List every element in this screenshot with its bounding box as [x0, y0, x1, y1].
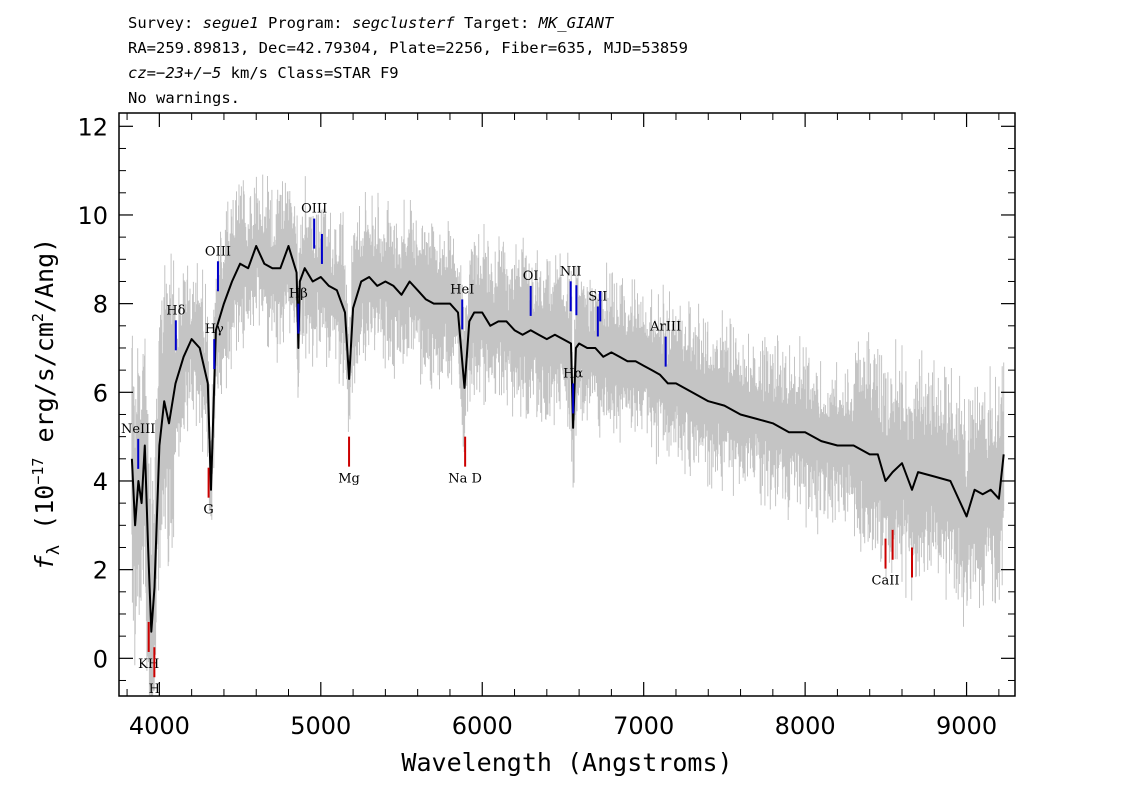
y-tick-label: 0: [93, 645, 108, 673]
absorption-line-label: Na D: [448, 472, 482, 487]
emission-line-label: Hγ: [205, 322, 224, 337]
emission-line-label: HeI: [450, 282, 474, 297]
header-line-2: RA=259.89813, Dec=42.79304, Plate=2256, …: [128, 39, 688, 57]
header-line-1: Survey: segue1 Program: segclusterf Targ…: [128, 14, 614, 32]
absorption-line-label: H: [149, 682, 160, 697]
header-line-4: No warnings.: [128, 89, 240, 107]
axis-ticks: 4000 5000 6000 7000 8000 9000 0 2 4 6 8 10 12: [77, 113, 1015, 740]
x-axis-label: Wavelength (Angstroms): [401, 748, 732, 777]
absorption-line-label: Mg: [338, 472, 360, 487]
absorption-line-label: KH: [138, 657, 159, 672]
emission-line-label: SII: [588, 289, 607, 304]
x-tick-label: 4000: [129, 712, 190, 740]
redshift-value: −23+/−5: [156, 64, 222, 82]
y-tick-label: 10: [77, 202, 108, 230]
survey-name: segue1: [202, 14, 259, 32]
y-tick-label: 8: [93, 291, 108, 319]
header-line-3: cz=−23+/−5 km/s Class=STAR F9: [128, 64, 399, 82]
plot-frame: [118, 112, 1016, 697]
x-tick-label: 9000: [936, 712, 997, 740]
noise-band-path: [131, 174, 1005, 696]
emission-line-label: OI: [523, 269, 539, 284]
y-tick-label: 4: [93, 468, 108, 496]
y-tick-label: 6: [93, 379, 108, 407]
emission-line-label: Hα: [563, 366, 583, 381]
x-tick-label: 5000: [290, 712, 351, 740]
flux-series: [130, 245, 1005, 633]
absorption-line-label: CaII: [872, 574, 900, 589]
emission-line-label: OIII: [301, 202, 327, 217]
noise-band: [131, 174, 1005, 696]
x-tick-label: 7000: [613, 712, 674, 740]
emission-line-label: Hβ: [289, 287, 308, 302]
absorption-line-label: G: [203, 503, 213, 518]
y-tick-label: 12: [77, 113, 108, 141]
target-name: MK_GIANT: [538, 14, 614, 32]
x-tick-label: 6000: [452, 712, 513, 740]
emission-line-label: ArIII: [649, 320, 681, 335]
y-tick-label: 2: [93, 557, 108, 585]
emission-line-label: OIII: [205, 244, 231, 259]
emission-line-label: Hδ: [166, 303, 185, 318]
x-tick-label: 8000: [775, 712, 836, 740]
emission-line-label: NII: [560, 264, 582, 279]
program-name: segclusterf: [351, 14, 455, 32]
spectral-lines: NeIII Hδ Hγ OIII Hβ OIII HeI OI NII Hα SII ArIII KH H…: [121, 202, 914, 697]
y-axis-label: fλ (10−17 erg/s/cm2/Ang): [29, 238, 64, 570]
emission-line-label: NeIII: [121, 422, 155, 437]
